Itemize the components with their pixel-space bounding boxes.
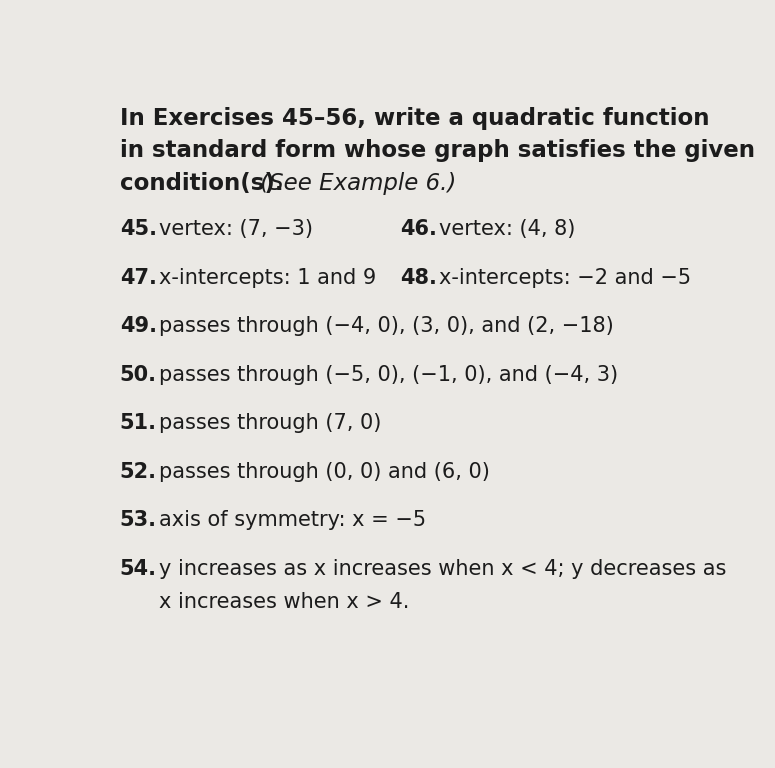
Text: passes through (−5, 0), (−1, 0), and (−4, 3): passes through (−5, 0), (−1, 0), and (−4… (159, 365, 618, 385)
Text: passes through (−4, 0), (3, 0), and (2, −18): passes through (−4, 0), (3, 0), and (2, … (159, 316, 614, 336)
Text: 54.: 54. (119, 559, 157, 579)
Text: 52.: 52. (119, 462, 157, 482)
Text: 50.: 50. (119, 365, 157, 385)
Text: x-intercepts: 1 and 9: x-intercepts: 1 and 9 (159, 268, 376, 288)
Text: 51.: 51. (119, 413, 157, 433)
Text: in standard form whose graph satisfies the given: in standard form whose graph satisfies t… (119, 140, 755, 163)
Text: 47.: 47. (119, 268, 157, 288)
Text: passes through (0, 0) and (6, 0): passes through (0, 0) and (6, 0) (159, 462, 490, 482)
Text: y increases as x increases when x < 4; y decreases as: y increases as x increases when x < 4; y… (159, 559, 726, 579)
Text: condition(s).: condition(s). (119, 172, 284, 195)
Text: 53.: 53. (119, 510, 157, 530)
Text: vertex: (4, 8): vertex: (4, 8) (439, 220, 576, 240)
Text: vertex: (7, −3): vertex: (7, −3) (159, 220, 313, 240)
Text: axis of symmetry: x = −5: axis of symmetry: x = −5 (159, 510, 426, 530)
Text: In Exercises 45–56, write a quadratic function: In Exercises 45–56, write a quadratic fu… (119, 107, 709, 130)
Text: (See Example 6.): (See Example 6.) (253, 172, 456, 195)
Text: 48.: 48. (400, 268, 437, 288)
Text: x-intercepts: −2 and −5: x-intercepts: −2 and −5 (439, 268, 691, 288)
Text: 45.: 45. (119, 220, 157, 240)
Text: 49.: 49. (119, 316, 157, 336)
Text: 46.: 46. (400, 220, 437, 240)
Text: x increases when x > 4.: x increases when x > 4. (159, 592, 409, 612)
Text: passes through (7, 0): passes through (7, 0) (159, 413, 381, 433)
